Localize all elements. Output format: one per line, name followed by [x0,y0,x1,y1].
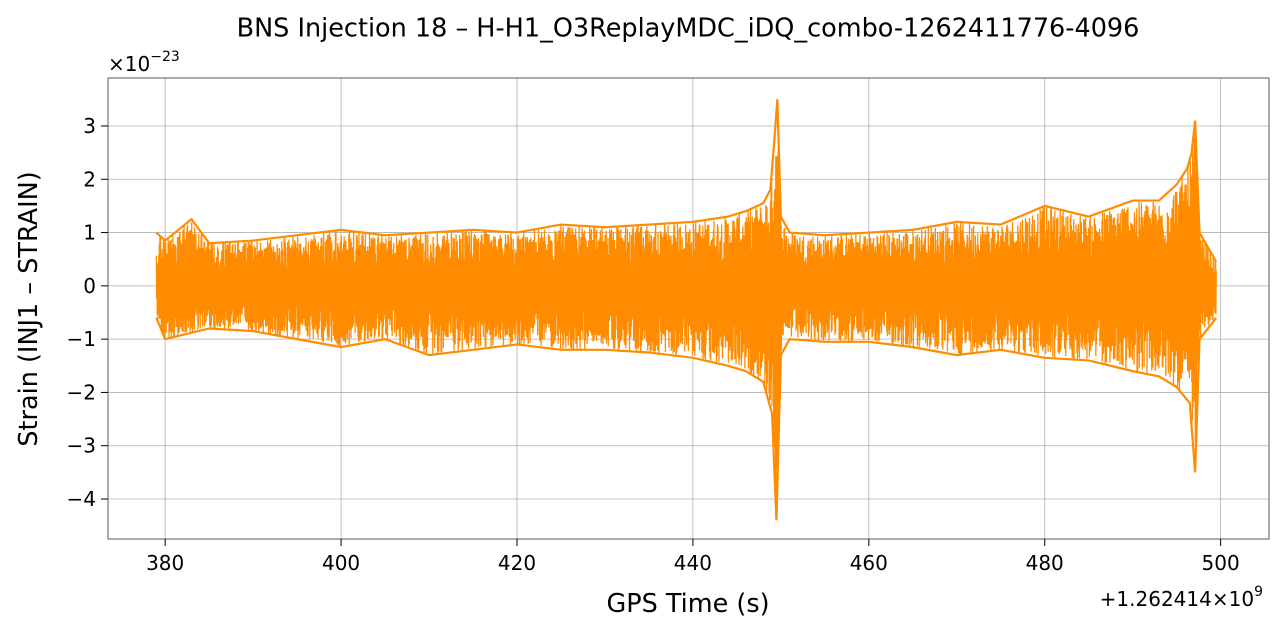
x-tick-label: 480 [1026,551,1064,575]
plot-area [155,99,1218,521]
series-layer [155,99,1218,521]
y-tick-label: 2 [83,167,96,191]
y-tick-label: 1 [83,221,96,245]
y-tick-label: 0 [83,274,96,298]
y-tick-label: −4 [67,487,96,511]
x-tick-label: 500 [1202,551,1240,575]
y-tick-label: 3 [83,114,96,138]
strain-lower-envelope [155,317,1218,521]
plot-frame [107,77,1270,540]
x-tick-label: 400 [322,551,360,575]
strain-upper-envelope [155,99,1218,263]
y-tick-label: −1 [67,327,96,351]
strain-series-line [155,133,1217,506]
y-axis-label: Strain (INJ1 – STRAIN) [14,171,44,446]
y-multiplier: ×10−23 [108,49,180,76]
chart-title: BNS Injection 18 – H-H1_O3ReplayMDC_iDQ_… [237,14,1140,44]
y-tick-label: −3 [67,434,96,458]
x-tick-label: 440 [674,551,712,575]
y-tick-label: −2 [67,380,96,404]
x-tick-label: 460 [850,551,888,575]
x-axis-label: GPS Time (s) [606,589,769,619]
x-offset: +1.262414×109 [1100,584,1263,611]
x-tick-label: 420 [498,551,536,575]
x-tick-label: 380 [146,551,184,575]
axis-ticks: 380 400 420 440 460 480 500 −4 −3 −2 −1 0 1 2 3 [67,114,1240,575]
